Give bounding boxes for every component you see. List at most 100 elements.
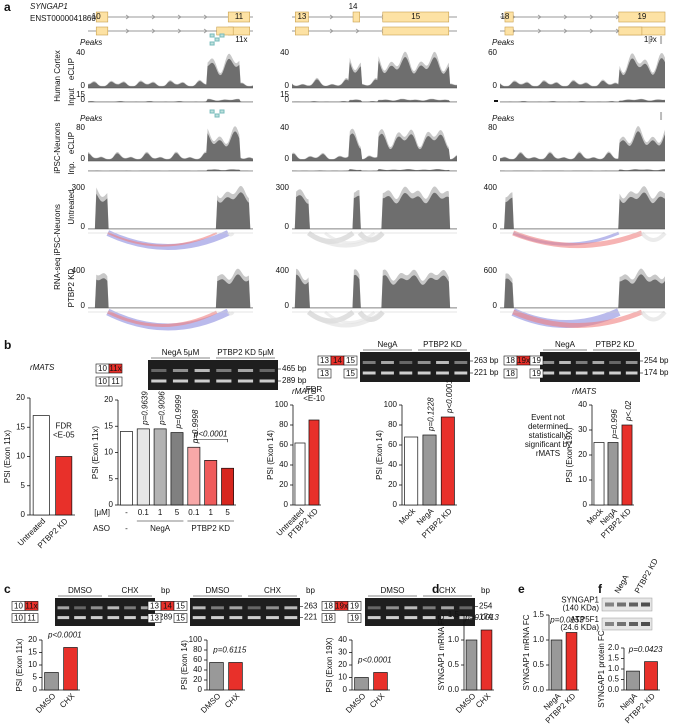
track-scale: 0 — [285, 95, 290, 104]
exon-box-label: 19 — [532, 369, 541, 378]
exon — [95, 26, 109, 36]
p-value: p=0.1228 — [427, 397, 436, 432]
y-tick-label: 15 — [16, 422, 25, 431]
size-label: 174 — [479, 613, 493, 622]
note: <E-10 — [303, 394, 325, 403]
lane-label: NegA 5μM — [162, 348, 200, 357]
lane-label: NegA — [555, 340, 576, 349]
y-tick-label: 0.5 — [533, 660, 545, 669]
alt-exon — [216, 26, 234, 36]
exon-box — [317, 368, 332, 379]
p-value: p<0.0001 — [445, 379, 454, 414]
gel-band — [441, 616, 454, 620]
note: determined — [528, 422, 568, 431]
coverage — [292, 133, 457, 161]
gel-band — [399, 361, 413, 364]
exon-box-label: 18 — [324, 614, 333, 623]
size-label: 221 — [304, 613, 318, 622]
y-tick-label: 0 — [109, 500, 114, 509]
coverage — [88, 169, 253, 171]
gel-band — [74, 606, 86, 610]
gel — [540, 352, 640, 382]
exon — [504, 11, 514, 23]
gene-name: SYNGAP1 — [30, 2, 68, 11]
gel-band — [362, 371, 376, 375]
bar — [644, 661, 658, 691]
peak-box — [219, 109, 225, 114]
panel-label: b — [4, 338, 11, 352]
track-scale: 600 — [484, 266, 498, 275]
peaks-label: Peaks — [492, 38, 514, 47]
track-scale: 400 — [72, 266, 86, 275]
p-value: p<.02 — [624, 400, 633, 422]
bar — [626, 670, 640, 691]
y-tick-label: 40 — [578, 400, 587, 409]
y-tick-label: 30 — [338, 648, 347, 657]
x-tick-label: 5 — [175, 508, 180, 517]
size-label: 263 bp — [474, 356, 499, 365]
strand-arrow — [589, 14, 594, 20]
gel-band — [575, 361, 588, 364]
exon — [352, 11, 360, 23]
track-scale: 0 — [81, 81, 86, 90]
strand-arrow — [329, 28, 334, 34]
coverage — [292, 192, 457, 229]
exon-box-label: 18 — [506, 356, 515, 365]
track-scale: 0 — [493, 81, 498, 90]
gel-band — [559, 361, 571, 364]
x-tick-label: DMSO — [344, 692, 367, 715]
bar — [44, 672, 59, 691]
p-value: p<0.0001 — [193, 429, 228, 438]
bar — [593, 442, 605, 506]
lane-label: NegA — [613, 573, 631, 595]
gel — [55, 598, 155, 626]
strand-arrow — [563, 28, 568, 34]
y-tick-label: 1.5 — [608, 654, 620, 663]
gel-band — [90, 606, 103, 610]
gel-band — [592, 361, 605, 364]
gel-band — [229, 606, 243, 610]
y-tick-label: 10 — [16, 452, 25, 461]
gel-band — [284, 606, 298, 610]
junction-arc — [324, 310, 376, 324]
exon-box-label: 11 — [27, 614, 36, 623]
junction-arc — [307, 231, 384, 248]
x-tick-label: - — [125, 508, 128, 517]
gel-band — [194, 379, 210, 383]
lane-label: PTBP2 KD 5μM — [217, 348, 274, 357]
exon-box-label: 14 — [333, 356, 342, 365]
gel-band — [436, 361, 449, 364]
exon-box-label: 19 — [350, 614, 359, 623]
group-label: Human Cortex — [53, 50, 62, 102]
panel-label: c — [4, 582, 11, 596]
panel-label: a — [4, 0, 11, 14]
p-value: p<0.0001 — [47, 631, 82, 640]
lane-label: DMSO — [381, 586, 405, 595]
gel-band — [151, 369, 167, 372]
y-tick-label: 1.0 — [533, 635, 545, 644]
y-tick-label: 10 — [578, 475, 587, 484]
track-label: Untreated — [67, 189, 76, 224]
gel — [190, 598, 300, 626]
junction-arc — [226, 311, 235, 316]
protein-label: SYNGAP1 — [561, 596, 599, 605]
strand-arrow — [151, 28, 156, 34]
rmats-label: rMATS — [292, 387, 317, 396]
coverage — [500, 58, 665, 88]
y-axis-label: SYNGAP1 mRNA FC — [522, 614, 531, 690]
x-tick-label: DMSO — [34, 692, 57, 715]
exon-box-label: 15 — [346, 356, 355, 365]
bar — [228, 662, 243, 691]
peak-box — [660, 36, 663, 44]
exon-box — [147, 613, 162, 623]
y-tick-label: 100 — [275, 400, 289, 409]
track-scale: 300 — [72, 183, 86, 192]
x-tick-label: DMSO — [199, 692, 222, 715]
exon-label: 10 — [92, 12, 101, 21]
bar — [294, 442, 306, 506]
note: significant by — [525, 440, 571, 449]
strand-arrow — [537, 28, 542, 34]
x-tick-label: 1 — [208, 508, 213, 517]
exon-box-label: 10 — [14, 614, 23, 623]
